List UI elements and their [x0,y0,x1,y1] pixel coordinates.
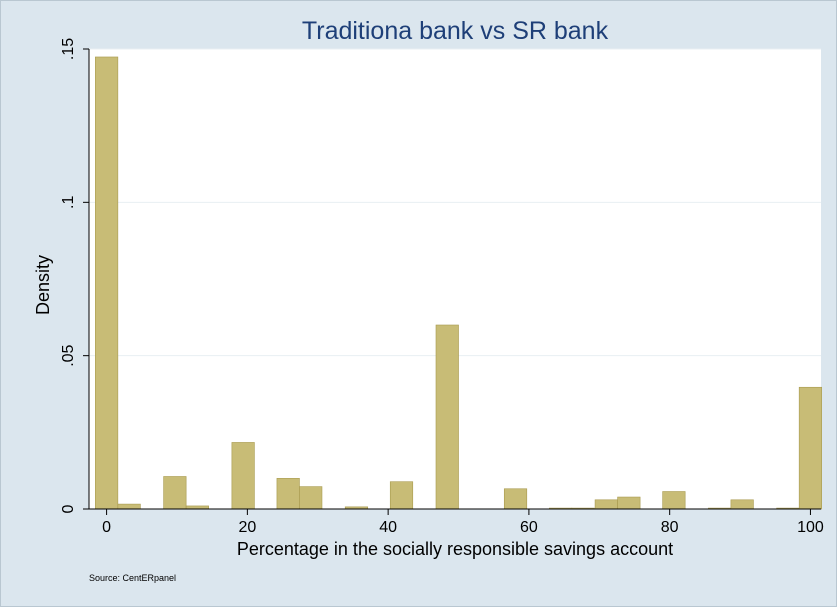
x-tick-label: 60 [520,519,538,536]
histogram-bar [503,488,528,510]
x-tick-label: 0 [102,519,111,536]
bars [95,56,823,510]
histogram-bar [276,478,300,510]
source-note: Source: CentERpanel [89,573,176,583]
histogram-bar [617,496,641,510]
y-tick-label: .05 [60,344,77,366]
histogram-bar [662,491,686,510]
y-axis-title: Density [33,255,53,315]
histogram-bar [231,442,255,510]
histogram-bar [117,503,141,510]
histogram-bar [435,324,459,510]
axes: 0 20 40 60 80 100 0 .05 .1 .15 [60,38,824,536]
x-tick-label: 20 [238,519,256,536]
chart-title: Traditiona bank vs SR bank [302,17,609,45]
y-tick-label: .1 [60,196,77,209]
histogram-bar [95,56,119,510]
y-tick-label: 0 [60,504,77,513]
histogram-bar [594,499,618,510]
histogram-bar [730,499,754,510]
y-tick-label: .15 [60,38,77,60]
histogram-bar [299,486,323,510]
histogram-bar [163,476,187,510]
x-tick-label: 100 [797,519,824,536]
x-axis-title: Percentage in the socially responsible s… [237,539,673,559]
x-tick-label: 80 [661,519,679,536]
histogram-bar [389,481,414,510]
histogram-bar [798,386,823,510]
x-tick-label: 40 [379,519,397,536]
